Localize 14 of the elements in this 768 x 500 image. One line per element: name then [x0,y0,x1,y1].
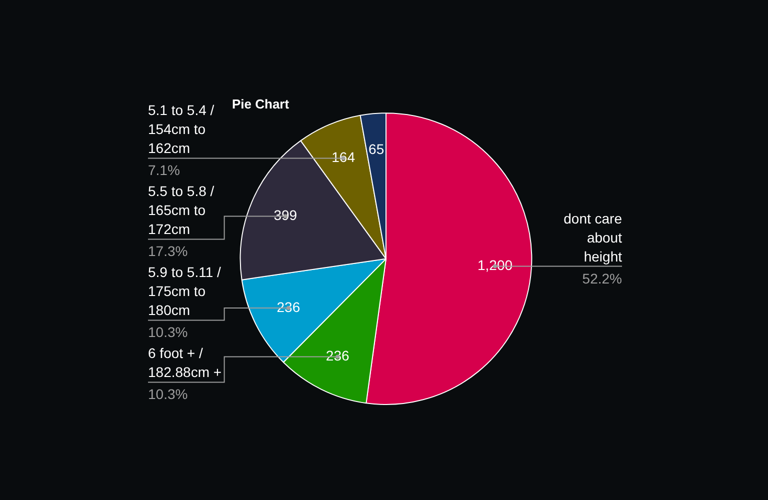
text: 52.2% [582,270,622,286]
slice-label: 5.5 to 5.8 / 165cm to 172cm [148,183,214,238]
slice-label: 6 foot + / 182.88cm + [148,345,222,380]
slice-label: dont care about height [564,210,622,264]
chart-title: Pie Chart [232,96,290,112]
data-label: 65 [368,140,384,157]
data-label: 164 [332,149,356,166]
data-label: 1,200 [477,257,513,274]
text: 17.3% [148,243,188,260]
text: 7.1% [148,162,180,178]
text: 10.3% [148,386,188,402]
slice-label: 5.1 to 5.4 / 154cm to 162cm [148,102,214,156]
slice-label: 5.9 to 5.11 / 175cm to 180cm [148,264,222,318]
text: 10.3% [148,324,188,340]
